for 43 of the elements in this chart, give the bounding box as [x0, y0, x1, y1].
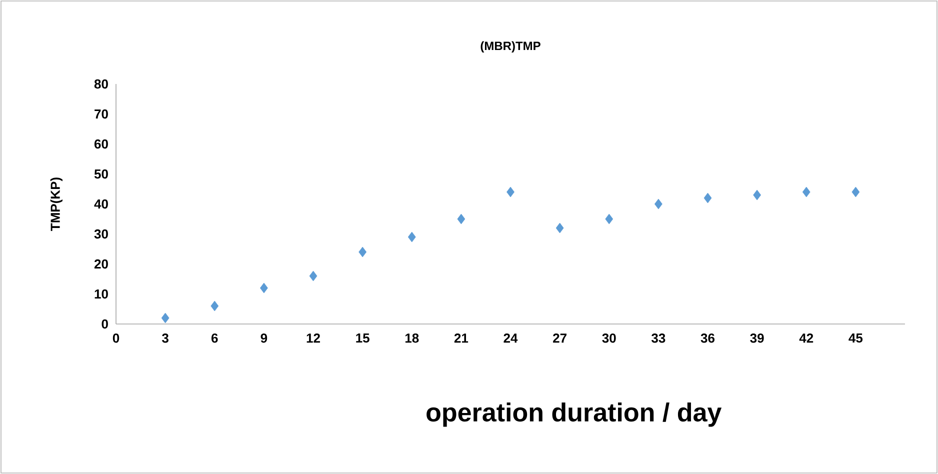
- x-tick-label: 12: [306, 334, 320, 343]
- point: [260, 282, 268, 294]
- y-tick-label: 40: [94, 199, 108, 209]
- point: [358, 246, 367, 258]
- point: [753, 190, 762, 200]
- point: [605, 214, 614, 224]
- x-tick-label: 0: [112, 334, 120, 343]
- x-tick-label: 36: [700, 334, 714, 343]
- x-tick-label: 24: [504, 334, 518, 343]
- y-tick-label: 70: [94, 109, 108, 119]
- x-tick-label: 33: [652, 334, 666, 343]
- x-tick-label: 39: [750, 334, 764, 343]
- point: [654, 198, 662, 210]
- x-axis-title: operation duration / day: [426, 402, 722, 427]
- y-tick-label: 60: [94, 139, 108, 149]
- x-tick-label: 30: [602, 334, 616, 343]
- point: [506, 186, 514, 198]
- x-tick-label: 15: [356, 334, 370, 343]
- x-tick-label: 42: [799, 334, 814, 343]
- y-tick-label: 30: [94, 229, 108, 239]
- point: [161, 312, 170, 324]
- x-tick-label: 6: [211, 334, 218, 343]
- x-tick-label: 9: [260, 334, 268, 343]
- y-tick-label: 50: [94, 169, 108, 179]
- y-tick-label: 0: [102, 319, 108, 329]
- y-tick-label: 80: [94, 79, 108, 89]
- chart-title: (MBR)TMP: [480, 41, 540, 52]
- y-tick-label: 10: [94, 289, 108, 299]
- point: [309, 270, 318, 282]
- point: [556, 222, 564, 234]
- x-tick-label: 3: [162, 334, 168, 343]
- point: [704, 192, 712, 204]
- x-tick-label: 18: [405, 334, 419, 343]
- point: [210, 300, 219, 312]
- x-tick-label: 45: [848, 334, 863, 343]
- y-axis-title: TMP(KP): [50, 178, 62, 231]
- point: [408, 232, 416, 242]
- y-tick-label: 20: [94, 259, 108, 269]
- point: [852, 186, 860, 198]
- x-tick-label: 27: [553, 334, 566, 343]
- point: [802, 186, 810, 198]
- x-tick-label: 21: [454, 334, 468, 343]
- point: [457, 214, 466, 224]
